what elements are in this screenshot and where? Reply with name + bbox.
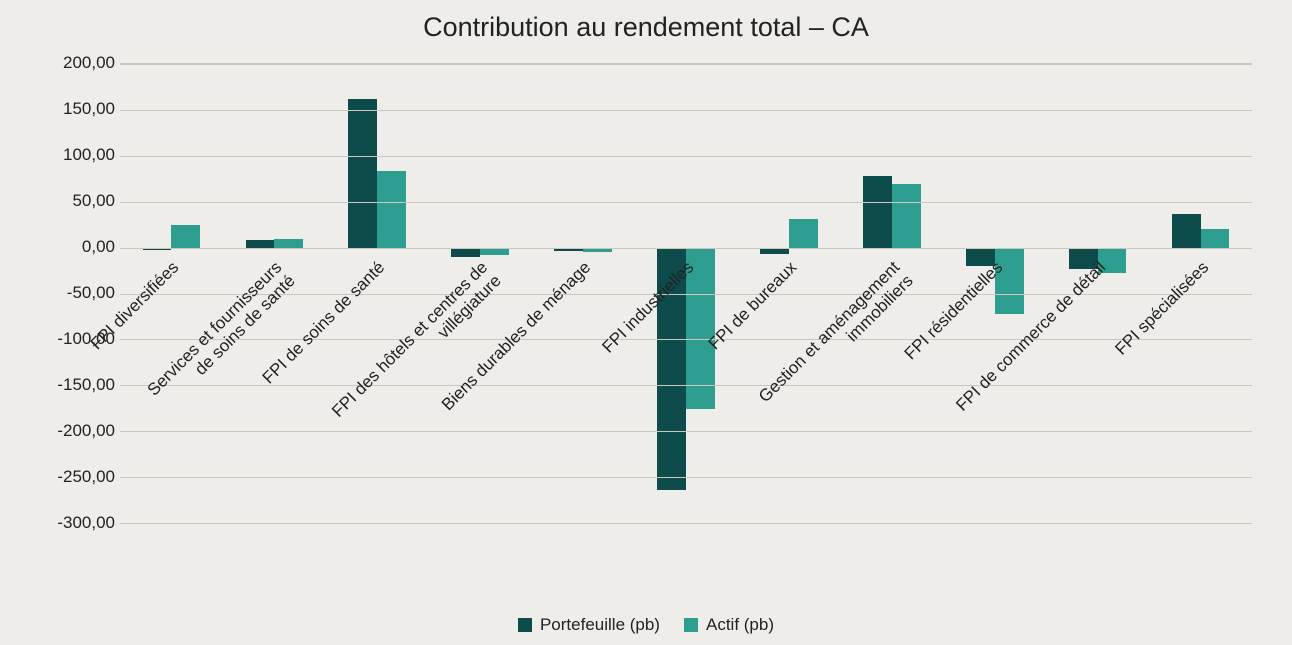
bar [1201, 229, 1230, 248]
legend-label: Portefeuille (pb) [540, 615, 660, 635]
gridline [120, 339, 1252, 340]
legend-item: Actif (pb) [684, 615, 774, 635]
bar [171, 225, 200, 248]
bar [348, 99, 377, 248]
bar [480, 248, 509, 255]
y-tick-label: 0,00 [30, 237, 115, 257]
bar [760, 248, 789, 254]
bar [377, 171, 406, 248]
y-tick-label: 200,00 [30, 53, 115, 73]
chart-title: Contribution au rendement total – CA [0, 0, 1292, 43]
legend: Portefeuille (pb) Actif (pb) [0, 615, 1292, 637]
y-tick-label: 100,00 [30, 145, 115, 165]
gridline [120, 156, 1252, 157]
bar [1172, 214, 1201, 248]
bar [995, 248, 1024, 314]
y-tick-label: -50,00 [30, 283, 115, 303]
gridline [120, 523, 1252, 524]
gridline [120, 64, 1252, 65]
y-tick-label: 150,00 [30, 99, 115, 119]
gridline [120, 202, 1252, 203]
gridline [120, 110, 1252, 111]
bar [892, 184, 921, 248]
legend-swatch [518, 618, 532, 632]
bar [274, 239, 303, 248]
gridline [120, 431, 1252, 432]
gridline [120, 248, 1252, 249]
bar [863, 176, 892, 248]
y-tick-label: 50,00 [30, 191, 115, 211]
y-tick-label: -300,00 [30, 513, 115, 533]
bar [789, 219, 818, 248]
chart-container: -300,00-250,00-200,00-150,00-100,00-50,0… [30, 53, 1262, 573]
legend-swatch [684, 618, 698, 632]
gridline [120, 477, 1252, 478]
bar [451, 248, 480, 257]
legend-item: Portefeuille (pb) [518, 615, 660, 635]
legend-label: Actif (pb) [706, 615, 774, 635]
